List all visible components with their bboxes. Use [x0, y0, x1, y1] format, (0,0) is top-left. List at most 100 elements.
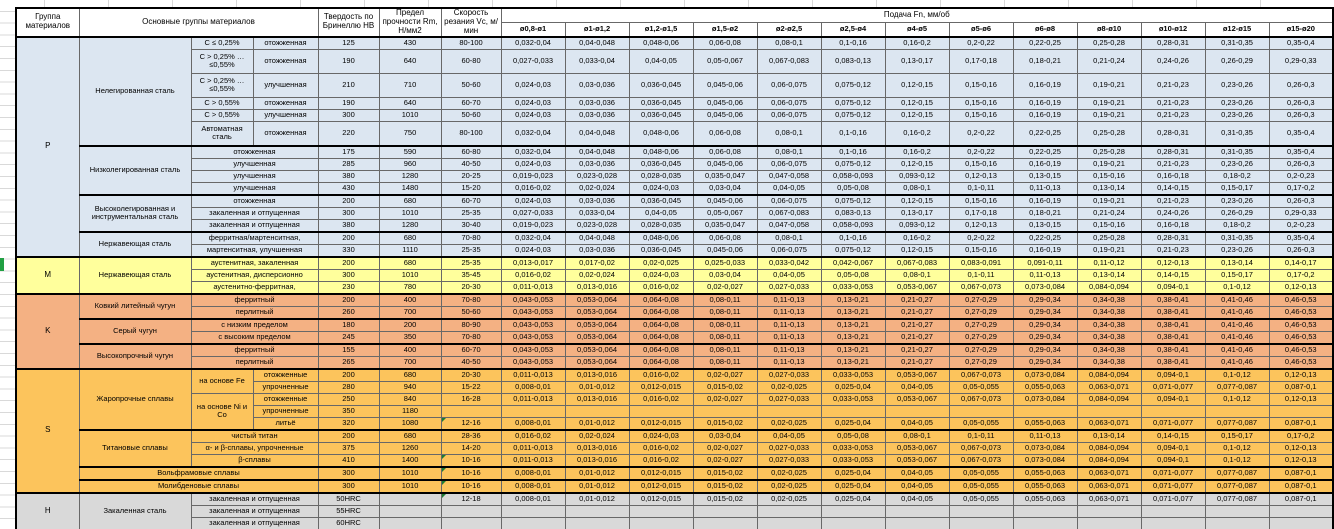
feed-cell[interactable] [1140, 504, 1206, 518]
feed-cell[interactable]: 0,17-0,2 [1268, 181, 1334, 196]
feed-cell[interactable]: 0,46-0,53 [1268, 355, 1334, 370]
feed-cell[interactable]: 0,06-0,075 [756, 193, 822, 208]
hardness-cell[interactable]: 60HRC [317, 516, 380, 529]
feed-cell[interactable]: 0,16-0,2 [884, 230, 950, 245]
feed-cell[interactable]: 0,21-0,23 [1140, 96, 1206, 110]
feed-cell[interactable]: 0,075-0,12 [820, 243, 886, 258]
feed-cell[interactable]: 0,02-0,027 [692, 280, 758, 295]
feed-cell[interactable]: 0,41-0,46 [1204, 317, 1270, 332]
feed-cell[interactable]: 0,15-0,16 [948, 157, 1014, 171]
feed-cell[interactable]: 0,035-0,047 [692, 218, 758, 233]
feed-cell[interactable]: 0,036-0,045 [628, 96, 694, 110]
feed-cell[interactable]: 0,016-0,02 [628, 441, 694, 455]
cutting-speed-cell[interactable]: 60-80 [440, 144, 502, 159]
material-label-cell[interactable]: отожженная [190, 193, 319, 208]
feed-cell[interactable]: 0,01-0,012 [564, 491, 630, 506]
feed-cell[interactable]: 0,05-0,055 [948, 380, 1014, 394]
feed-cell[interactable]: 0,01-0,012 [564, 478, 630, 494]
material-label-cell[interactable]: отожженная [252, 120, 319, 147]
feed-cell[interactable]: 0,28-0,31 [1140, 35, 1206, 50]
feed-cell[interactable]: 0,077-0,087 [1204, 416, 1270, 431]
material-label-cell[interactable]: отожженные [252, 392, 319, 406]
strength-cell[interactable]: 700 [378, 355, 442, 370]
feed-cell[interactable]: 0,055-0,063 [1012, 491, 1078, 506]
feed-diameter-header[interactable]: ø1,5-ø2 [692, 21, 758, 38]
feed-cell[interactable]: 0,35-0,4 [1268, 230, 1334, 245]
material-label-cell[interactable]: C > 0,55% [190, 108, 254, 122]
feed-cell[interactable]: 0,26-0,29 [1204, 48, 1270, 74]
feed-cell[interactable]: 0,05-0,055 [948, 491, 1014, 506]
feed-cell[interactable]: 0,28-0,31 [1140, 230, 1206, 245]
feed-cell[interactable]: 0,055-0,063 [1012, 478, 1078, 494]
feed-cell[interactable] [1076, 404, 1142, 418]
feed-cell[interactable]: 0,073-0,084 [1012, 367, 1078, 382]
feed-cell[interactable] [628, 404, 694, 418]
feed-cell[interactable]: 0,017-0,02 [564, 255, 630, 270]
feed-cell[interactable]: 0,02-0,025 [756, 416, 822, 431]
feed-cell[interactable]: 0,26-0,3 [1268, 193, 1334, 208]
feed-cell[interactable]: 0,063-0,071 [1076, 416, 1142, 431]
feed-cell[interactable]: 0,19-0,21 [1076, 193, 1142, 208]
material-label-cell[interactable]: упрочненные [252, 404, 319, 418]
material-label-cell[interactable]: Нержавеющая сталь [78, 255, 192, 295]
strength-cell[interactable]: 960 [378, 157, 442, 171]
feed-cell[interactable]: 0,087-0,1 [1268, 478, 1334, 494]
cutting-speed-cell[interactable]: 16-28 [440, 392, 502, 406]
material-label-cell[interactable]: Автоматная сталь [190, 120, 254, 147]
feed-cell[interactable]: 0,21-0,24 [1076, 48, 1142, 74]
feed-cell[interactable]: 0,21-0,27 [884, 342, 950, 357]
feed-cell[interactable]: 0,094-0,1 [1140, 367, 1206, 382]
feed-cell[interactable]: 0,29-0,34 [1012, 342, 1078, 357]
feed-cell[interactable]: 0,033-0,053 [820, 453, 886, 468]
hardness-cell[interactable]: 300 [317, 268, 380, 282]
hardness-cell[interactable]: 260 [317, 305, 380, 320]
feed-cell[interactable]: 0,23-0,26 [1204, 108, 1270, 122]
feed-cell[interactable]: 0,15-0,16 [948, 243, 1014, 258]
feed-cell[interactable]: 0,04-0,05 [884, 478, 950, 494]
feed-cell[interactable]: 0,025-0,033 [692, 255, 758, 270]
feed-cell[interactable]: 0,012-0,015 [628, 380, 694, 394]
feed-cell[interactable]: 0,31-0,35 [1204, 230, 1270, 245]
feed-cell[interactable]: 0,31-0,35 [1204, 120, 1270, 147]
feed-cell[interactable] [884, 516, 950, 529]
feed-cell[interactable]: 0,043-0,053 [500, 330, 566, 345]
feed-cell[interactable]: 0,19-0,21 [1076, 243, 1142, 258]
feed-cell[interactable]: 0,16-0,2 [884, 120, 950, 147]
hardness-cell[interactable]: 190 [317, 96, 380, 110]
material-label-cell[interactable]: C > 0,55% [190, 96, 254, 110]
feed-cell[interactable]: 0,02-0,025 [756, 478, 822, 494]
strength-cell[interactable]: 680 [378, 193, 442, 208]
feed-cell[interactable]: 0,1-0,16 [820, 144, 886, 159]
feed-cell[interactable]: 0,27-0,29 [948, 355, 1014, 370]
feed-cell[interactable]: 0,032-0,04 [500, 144, 566, 159]
feed-cell[interactable] [1204, 404, 1270, 418]
feed-cell[interactable]: 0,043-0,053 [500, 305, 566, 320]
feed-cell[interactable]: 0,012-0,015 [628, 416, 694, 431]
strength-cell[interactable] [378, 491, 442, 506]
strength-cell[interactable]: 750 [378, 120, 442, 147]
feed-cell[interactable]: 0,29-0,34 [1012, 317, 1078, 332]
feed-cell[interactable] [500, 516, 566, 529]
feed-cell[interactable]: 0,34-0,38 [1076, 355, 1142, 370]
feed-cell[interactable]: 0,008-0,01 [500, 380, 566, 394]
feed-cell[interactable]: 0,2-0,22 [948, 35, 1014, 50]
feed-cell[interactable]: 0,22-0,25 [1012, 35, 1078, 50]
feed-cell[interactable]: 0,46-0,53 [1268, 305, 1334, 320]
feed-cell[interactable]: 0,29-0,33 [1268, 48, 1334, 74]
feed-cell[interactable]: 0,067-0,073 [948, 453, 1014, 468]
feed-cell[interactable]: 0,26-0,3 [1268, 243, 1334, 258]
material-label-cell[interactable]: перлитный [190, 355, 319, 370]
feed-cell[interactable]: 0,06-0,08 [692, 230, 758, 245]
feed-cell[interactable]: 0,04-0,048 [564, 230, 630, 245]
feed-cell[interactable]: 0,064-0,08 [628, 330, 694, 345]
feed-cell[interactable]: 0,12-0,13 [1268, 441, 1334, 455]
feed-cell[interactable]: 0,025-0,04 [820, 380, 886, 394]
hardness-cell[interactable]: 265 [317, 355, 380, 370]
cutting-speed-cell[interactable] [440, 516, 502, 529]
feed-cell[interactable]: 0,027-0,033 [500, 48, 566, 74]
feed-cell[interactable]: 0,06-0,08 [692, 35, 758, 50]
cutting-speed-cell[interactable] [440, 404, 502, 418]
feed-cell[interactable]: 0,11-0,13 [756, 342, 822, 357]
hardness-cell[interactable]: 230 [317, 280, 380, 295]
feed-diameter-header[interactable]: ø2-ø2,5 [756, 21, 822, 38]
